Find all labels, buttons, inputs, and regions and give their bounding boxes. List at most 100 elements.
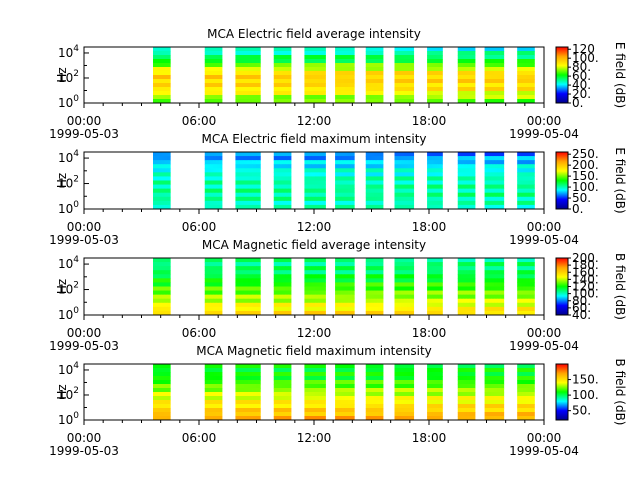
x-tick-label: 18:00 [412,114,447,128]
x-tick-label: 00:00 [527,326,562,340]
data-block-4 [273,364,292,421]
data-block-1 [153,47,171,104]
data-block-6 [335,152,355,210]
data-block-12 [517,152,535,210]
colorbar-tick-label: 50. [572,404,591,418]
colorbar-tick-label: 40. [572,78,591,92]
colorbar-tick-label: 120 [572,42,595,56]
data-block-9 [427,47,443,104]
x-date-label-end: 1999-05-04 [509,127,579,141]
colorbar-tick-label: 250. [572,147,599,161]
data-block-7 [365,364,384,421]
data-block-9 [427,152,443,210]
panel-title: MCA Electric field maximum intensity [201,132,426,146]
y-tick-label: 100 [58,306,79,322]
data-block-9 [427,258,443,316]
x-date-label-end: 1999-05-04 [509,444,579,458]
x-tick-label: 00:00 [67,220,102,234]
colorbar-tick-label: 150. [572,169,599,183]
colorbar-tick-label: 200. [572,158,599,172]
data-block-5 [304,364,326,421]
spectrogram-panel-1: MCA Electric field average intensityHz10… [49,27,627,141]
colorbar-tick-label: 60. [572,301,591,315]
x-date-label-end: 1999-05-04 [509,339,579,353]
colorbar-tick-label: 20. [572,87,591,101]
data-block-5 [304,47,326,104]
x-tick-label: 18:00 [412,326,447,340]
data-block-10 [457,152,476,210]
data-block-2 [204,364,223,421]
y-tick-label: 100 [58,200,79,216]
x-tick-label: 06:00 [182,431,217,445]
colorbar-tick-label: 0. [572,202,583,216]
colorbar-gradient [555,257,569,316]
x-tick-label: 06:00 [182,220,217,234]
data-block-5 [304,258,326,316]
colorbar-tick-label: 100. [572,180,599,194]
panel-title: MCA Magnetic field maximum intensity [196,344,432,358]
data-block-10 [457,258,476,316]
colorbar-tick-label: 100. [572,287,599,301]
colorbar-tick-label: 100. [572,388,599,402]
data-block-11 [484,364,505,421]
colorbar-tick-label: 160. [572,265,599,279]
x-tick-label: 00:00 [527,114,562,128]
colorbar-tick-label: 40. [572,308,591,322]
y-tick-label: 104 [58,149,79,165]
colorbar-tick-label: 100. [572,51,599,65]
y-tick-label: 104 [58,44,79,60]
data-block-11 [484,152,505,210]
panel-title: MCA Electric field average intensity [207,27,421,41]
y-tick-label: 100 [58,411,79,427]
data-block-1 [153,152,171,210]
data-block-11 [484,47,505,104]
x-date-label-end: 1999-05-04 [509,233,579,247]
data-block-11 [484,258,505,316]
spectrogram-panel-3: MCA Magnetic field average intensityHz10… [49,238,627,353]
colorbar-tick-label: 150. [572,373,599,387]
x-tick-label: 00:00 [67,326,102,340]
data-block-8 [394,152,415,210]
colorbar-tick-label: 80. [572,294,591,308]
data-block-8 [394,47,415,104]
y-axis-label: Hz [55,384,69,399]
data-block-4 [273,47,292,104]
data-block-9 [427,364,443,421]
colorbar: 40.60.80.100.120.140.160.180.200. B field… [555,251,627,322]
x-date-label-start: 1999-05-03 [49,339,119,353]
data-block-7 [365,258,384,316]
data-block-5 [304,152,326,210]
data-block-3 [235,152,261,210]
y-axis-label: Hz [55,279,69,294]
colorbar-tick-label: 60. [572,69,591,83]
x-tick-label: 00:00 [67,431,102,445]
colorbar-tick-label: 180. [572,258,599,272]
y-tick-label: 102 [58,69,79,85]
y-tick-label: 102 [58,281,79,297]
y-axis-label: Hz [55,173,69,188]
x-tick-label: 12:00 [297,431,332,445]
colorbar-tick-label: 80. [572,60,591,74]
data-block-7 [365,152,384,210]
colorbar-tick-label: 120. [572,280,599,294]
y-tick-label: 102 [58,175,79,191]
x-tick-label: 00:00 [67,114,102,128]
data-block-10 [457,47,476,104]
colorbar-gradient [555,46,569,104]
y-tick-label: 104 [58,255,79,271]
x-tick-label: 06:00 [182,326,217,340]
y-tick-label: 100 [58,94,79,110]
data-block-4 [273,152,292,210]
x-tick-label: 12:00 [297,326,332,340]
data-block-2 [204,258,223,316]
spectrogram-panel-4: MCA Magnetic field maximum intensity Hz 10… [49,344,627,458]
data-block-6 [335,364,355,421]
x-date-label-start: 1999-05-03 [49,233,119,247]
colorbar: 50. 100.150. B field (dB) [555,359,627,425]
x-tick-label: 12:00 [297,220,332,234]
data-block-1 [153,364,171,421]
data-block-1 [153,258,171,316]
x-date-label-start: 1999-05-03 [49,444,119,458]
spectrogram-panel-2: MCA Electric field maximum intensityHz10… [49,132,627,247]
